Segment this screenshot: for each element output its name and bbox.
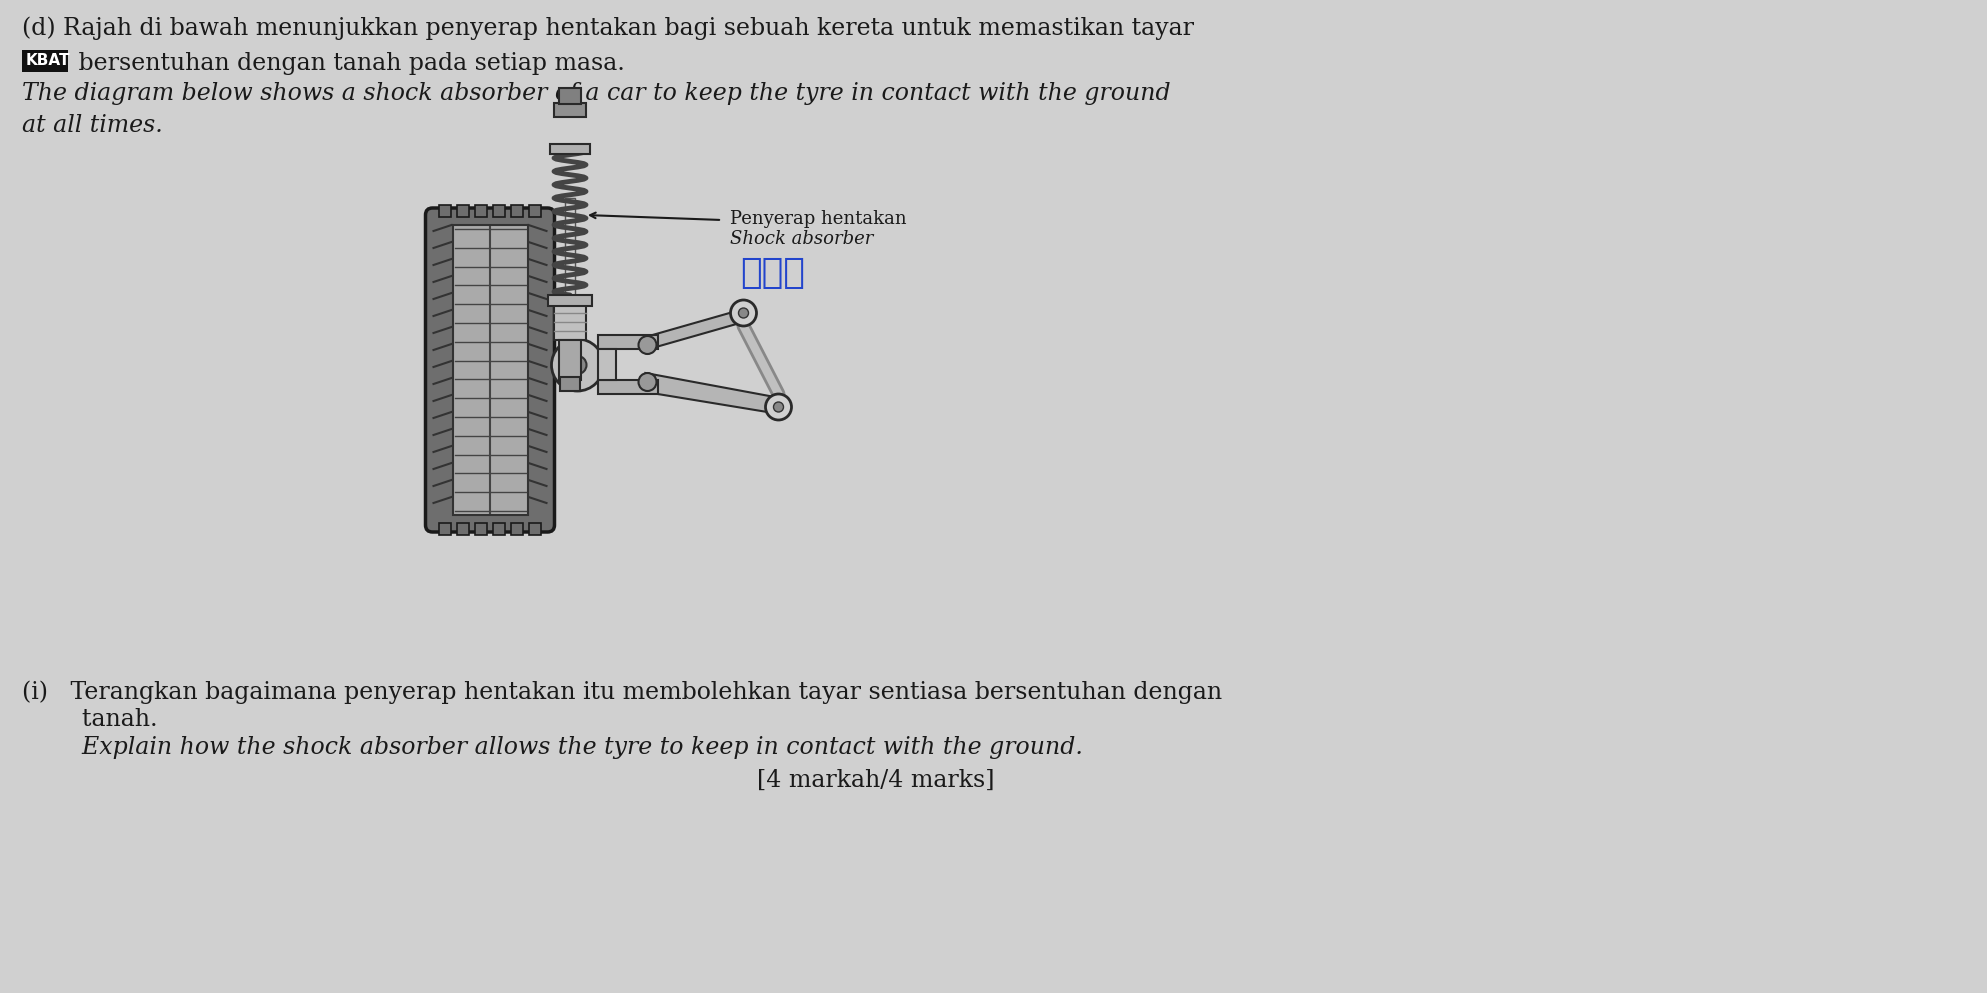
Circle shape [773, 402, 783, 412]
Bar [558, 340, 580, 380]
Bar [475, 205, 487, 217]
Text: The diagram below shows a shock absorber of a car to keep the tyre in contact wi: The diagram below shows a shock absorber… [22, 82, 1170, 105]
Bar [457, 205, 469, 217]
Text: bersentuhan dengan tanah pada setiap masa.: bersentuhan dengan tanah pada setiap mas… [72, 52, 624, 75]
Bar [564, 198, 574, 310]
Circle shape [731, 300, 757, 326]
Bar [560, 377, 580, 391]
Text: 减震器: 减震器 [739, 256, 805, 290]
Bar [453, 225, 527, 515]
Bar [22, 50, 68, 72]
Bar [511, 523, 523, 535]
Bar [598, 335, 658, 349]
Bar [554, 103, 586, 117]
Circle shape [765, 394, 791, 420]
Circle shape [739, 308, 749, 318]
Circle shape [552, 339, 604, 391]
Bar [558, 88, 580, 104]
Bar [493, 523, 505, 535]
Text: KBAT: KBAT [26, 53, 70, 68]
Bar [439, 205, 451, 217]
Text: at all times.: at all times. [22, 114, 163, 137]
Bar [598, 349, 616, 380]
Bar [529, 205, 540, 217]
Bar [475, 523, 487, 535]
Bar [511, 205, 523, 217]
Bar [598, 380, 658, 394]
Text: (d) Rajah di bawah menunjukkan penyerap hentakan bagi sebuah kereta untuk memast: (d) Rajah di bawah menunjukkan penyerap … [22, 16, 1194, 40]
Bar [554, 305, 586, 340]
Polygon shape [646, 373, 785, 415]
Circle shape [568, 356, 586, 374]
Text: Penyerap hentakan: Penyerap hentakan [729, 210, 906, 228]
Circle shape [638, 373, 656, 391]
Bar [493, 205, 505, 217]
FancyBboxPatch shape [425, 208, 554, 532]
Bar [439, 523, 451, 535]
Bar [529, 523, 540, 535]
Text: [4 markah/4 marks]: [4 markah/4 marks] [22, 769, 995, 792]
Circle shape [638, 336, 656, 354]
Bar [457, 523, 469, 535]
Text: tanah.: tanah. [22, 708, 157, 731]
Bar [550, 144, 590, 154]
Polygon shape [646, 307, 751, 350]
Bar [548, 295, 592, 306]
Text: (i)   Terangkan bagaimana penyerap hentakan itu membolehkan tayar sentiasa berse: (i) Terangkan bagaimana penyerap hentaka… [22, 680, 1222, 703]
Text: Shock absorber: Shock absorber [729, 230, 874, 248]
Text: Explain how the shock absorber allows the tyre to keep in contact with the groun: Explain how the shock absorber allows th… [22, 736, 1083, 759]
